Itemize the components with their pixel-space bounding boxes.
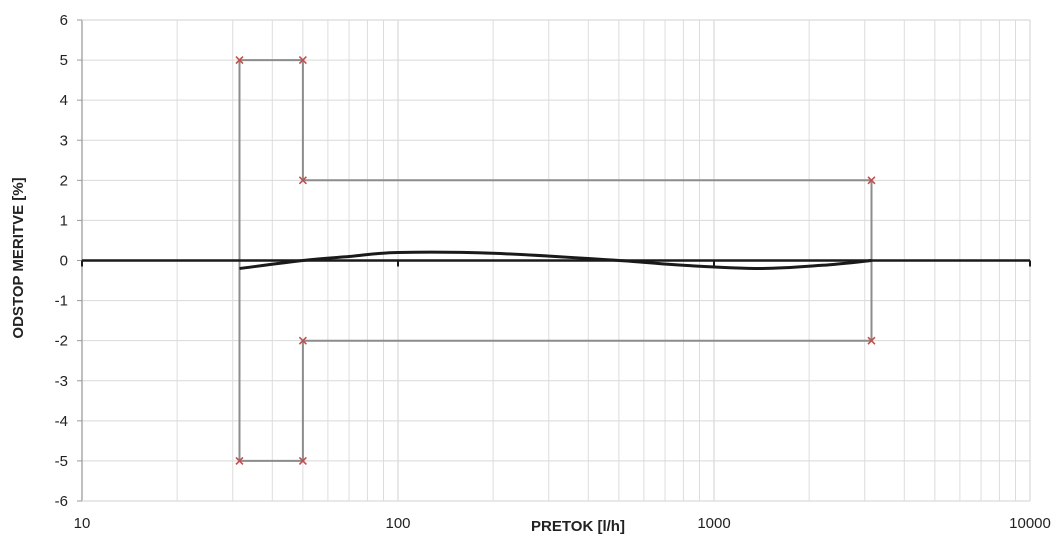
plot-frame xyxy=(77,19,1031,502)
x-tick-labels: 10 100 1000 10000 xyxy=(74,515,1051,532)
limit-marker-stroke xyxy=(235,456,244,465)
limit-marker xyxy=(298,336,307,345)
limit-marker xyxy=(298,56,307,65)
limit-marker-stroke xyxy=(298,456,307,465)
y-tick-label: 6 xyxy=(60,12,68,29)
limit-marker xyxy=(298,456,307,465)
y-tick-label: -4 xyxy=(55,413,68,430)
limit-marker-stroke xyxy=(867,176,876,185)
error-curve-line xyxy=(239,250,872,271)
y-tick-label: 4 xyxy=(60,92,68,109)
x-tick-label: 10 xyxy=(74,515,91,532)
x-tick-label: 1000 xyxy=(697,515,730,532)
limit-marker xyxy=(298,176,307,185)
series-layer xyxy=(81,56,1031,465)
upper-limit-line xyxy=(238,59,873,261)
y-tick-label: 2 xyxy=(60,172,68,189)
limit-marker-stroke xyxy=(235,56,244,65)
y-tick-label: 0 xyxy=(60,253,68,270)
x-tick-label: 10000 xyxy=(1009,515,1051,532)
x-axis-label: PRETOK [l/h] xyxy=(531,518,625,535)
lower-limit-line xyxy=(238,260,873,462)
y-tick-label: 5 xyxy=(60,52,68,69)
y-tick-label: -6 xyxy=(55,493,68,510)
y-tick-label: 1 xyxy=(60,212,68,229)
y-tick-label: -5 xyxy=(55,453,68,470)
limit-marker xyxy=(867,176,876,185)
limit-marker xyxy=(235,56,244,65)
limit-marker-stroke xyxy=(298,336,307,345)
y-tick-label: -2 xyxy=(55,333,68,350)
limit-marker xyxy=(867,336,876,345)
limit-marker-stroke xyxy=(867,336,876,345)
limit-marker-stroke xyxy=(298,56,307,65)
y-tick-label: -1 xyxy=(55,293,68,310)
y-tick-label: 3 xyxy=(60,132,68,149)
limit-marker xyxy=(235,456,244,465)
limit-marker-stroke xyxy=(298,176,307,185)
y-axis-label: ODSTOP MERITVE [%] xyxy=(10,177,27,338)
y-tick-label: -3 xyxy=(55,373,68,390)
x-tick-label: 100 xyxy=(385,515,410,532)
y-tick-labels: 6 5 4 3 2 1 0 -1 -2 -3 -4 -5 -6 xyxy=(55,12,68,510)
